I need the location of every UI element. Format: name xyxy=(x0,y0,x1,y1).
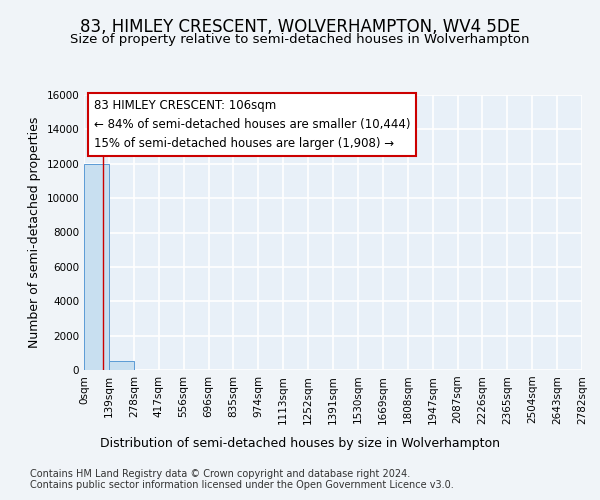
Text: Size of property relative to semi-detached houses in Wolverhampton: Size of property relative to semi-detach… xyxy=(70,32,530,46)
Bar xyxy=(84,164,109,370)
Text: 83, HIMLEY CRESCENT, WOLVERHAMPTON, WV4 5DE: 83, HIMLEY CRESCENT, WOLVERHAMPTON, WV4 … xyxy=(80,18,520,36)
Bar xyxy=(109,362,134,370)
Text: Distribution of semi-detached houses by size in Wolverhampton: Distribution of semi-detached houses by … xyxy=(100,438,500,450)
Y-axis label: Number of semi-detached properties: Number of semi-detached properties xyxy=(28,117,41,348)
Text: 83 HIMLEY CRESCENT: 106sqm
← 84% of semi-detached houses are smaller (10,444)
15: 83 HIMLEY CRESCENT: 106sqm ← 84% of semi… xyxy=(94,99,410,150)
Text: Contains HM Land Registry data © Crown copyright and database right 2024.: Contains HM Land Registry data © Crown c… xyxy=(30,469,410,479)
Text: Contains public sector information licensed under the Open Government Licence v3: Contains public sector information licen… xyxy=(30,480,454,490)
